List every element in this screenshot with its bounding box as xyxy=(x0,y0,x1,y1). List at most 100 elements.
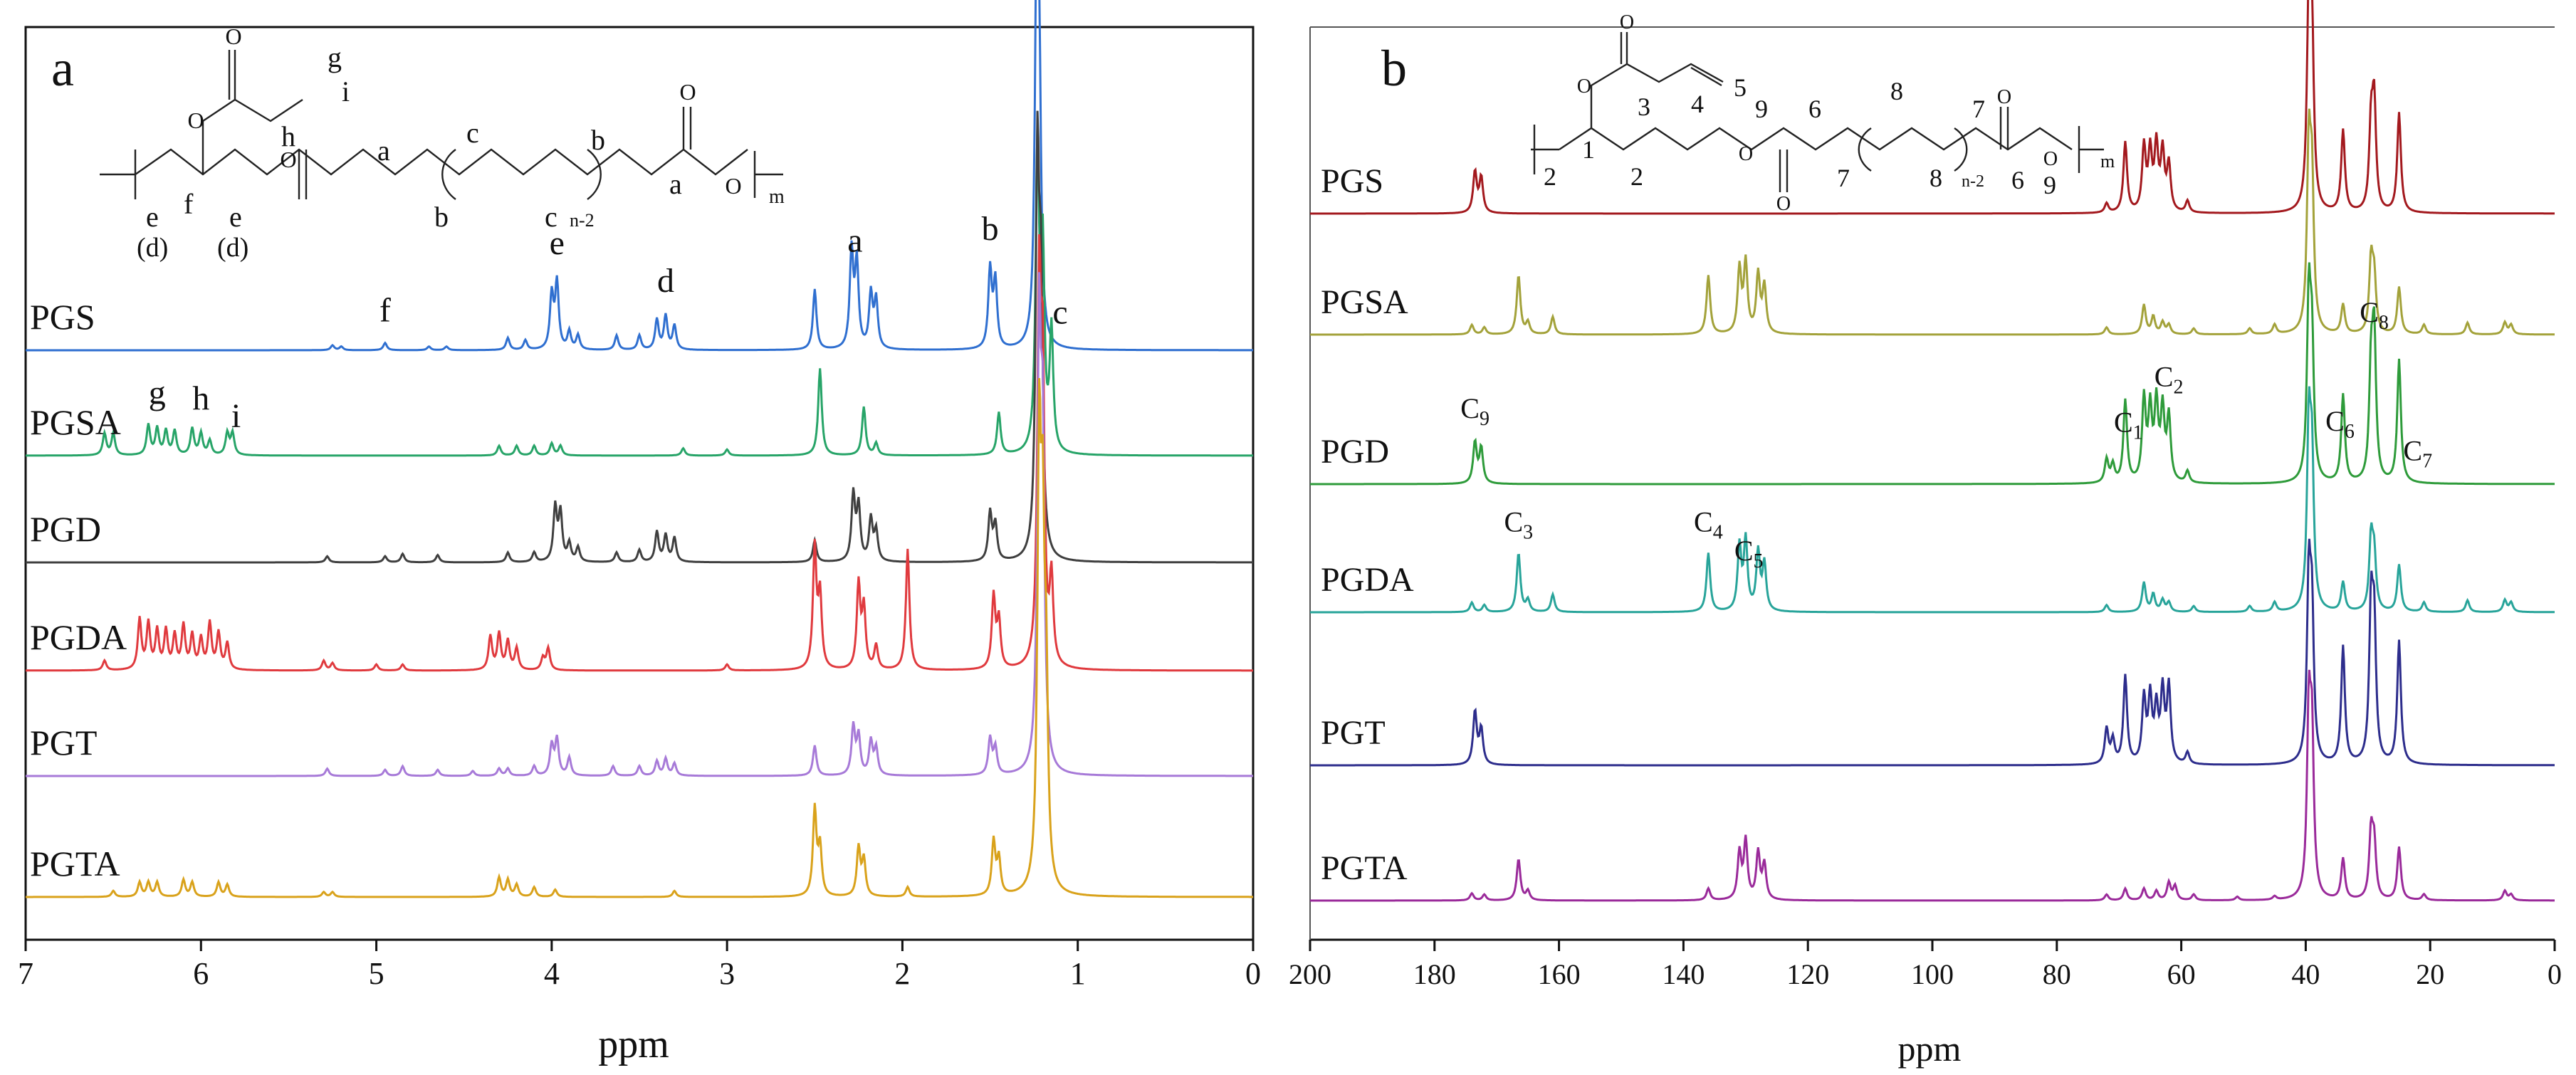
peak-label-subscript: 4 xyxy=(1713,521,1723,543)
x-tick-label: 160 xyxy=(1538,958,1581,990)
struct-b-label-1: 1 xyxy=(1582,135,1595,164)
struct-a-o-carbonyl2: O xyxy=(679,79,696,105)
x-tick-label: 60 xyxy=(2167,958,2196,990)
spectrum-pgta xyxy=(1310,669,2555,902)
spectrum-pgd xyxy=(1310,262,2555,486)
panel-b-13c-nmr: b ppm 200 180 160 140 120 100 80 60 40 20 0 PGSPGS… xyxy=(1289,0,2562,1069)
spectrum-pgs xyxy=(1310,0,2555,215)
struct-a-label-a2: a xyxy=(669,168,682,200)
struct-b-o5: O xyxy=(1997,86,2011,108)
peak-label-b: b xyxy=(982,210,999,248)
struct-b-label-6a: 6 xyxy=(1808,95,1821,123)
x-tick-label: 180 xyxy=(1413,958,1456,990)
series-label-pgda: PGDA xyxy=(30,617,127,657)
series-label-pgta: PGTA xyxy=(1321,849,1408,887)
struct-b-o2: O xyxy=(1577,75,1591,98)
panel-a-xlabel: ppm xyxy=(598,1022,669,1066)
series-label-pgt: PGT xyxy=(30,723,97,762)
peak-label-c3: C3 xyxy=(1504,505,1533,543)
struct-a-label-a1: a xyxy=(377,135,390,167)
panel-a-peak-assignments: f e d a b c g h i xyxy=(149,210,1068,435)
struct-b-sub-m: m xyxy=(2100,151,2115,172)
struct-a-sub-n: n-2 xyxy=(570,210,595,231)
peak-label-i: i xyxy=(231,397,241,435)
panel-a-chemical-structure: O O O O O g i h a c b a b c n-2 m e f e … xyxy=(100,23,785,263)
struct-b-o3: O xyxy=(1739,143,1753,165)
x-tick-label: 7 xyxy=(18,956,33,991)
panel-a-frame xyxy=(24,26,1255,941)
struct-a-o-ester: O xyxy=(187,108,204,133)
peak-label-subscript: 6 xyxy=(2345,421,2355,443)
struct-b-label-7a: 7 xyxy=(1972,95,1985,123)
struct-b-o6: O xyxy=(2043,148,2058,170)
struct-a-label-i: i xyxy=(342,75,350,108)
struct-a-label-d1: (d) xyxy=(137,233,168,263)
panel-a-x-ticks: 7 6 5 4 3 2 1 0 xyxy=(18,940,1261,991)
struct-b-label-7b: 7 xyxy=(1837,164,1850,192)
peak-label-c8: C8 xyxy=(2360,296,2389,334)
struct-a-o-ester2: O xyxy=(280,147,296,172)
struct-b-label-5: 5 xyxy=(1734,73,1747,102)
peak-label-c7: C7 xyxy=(2403,435,2432,473)
struct-a-label-c1: c xyxy=(466,117,479,149)
panel-b-label: b xyxy=(1381,40,1407,97)
peak-label-c: c xyxy=(1052,294,1067,332)
struct-a-label-e2: e xyxy=(229,201,242,233)
x-tick-label: 3 xyxy=(719,956,735,991)
series-label-pgd: PGD xyxy=(1321,433,1389,471)
series-label-pgda: PGDA xyxy=(1321,561,1414,599)
spectrum-pgd xyxy=(26,110,1253,564)
panel-b-spectra: PGS PGSA PGD PGDA PGT PGTA xyxy=(1310,0,2555,902)
peak-label-c4: C4 xyxy=(1694,505,1723,543)
peak-label-c6: C6 xyxy=(2325,405,2355,443)
struct-b-label-2a: 2 xyxy=(1544,162,1556,191)
struct-b-o1: O xyxy=(1620,11,1634,33)
x-tick-label: 0 xyxy=(1245,956,1261,991)
x-tick-label: 0 xyxy=(2548,958,2562,990)
x-tick-label: 40 xyxy=(2291,958,2320,990)
struct-a-label-b1: b xyxy=(434,201,449,233)
x-tick-label: 200 xyxy=(1289,958,1331,990)
struct-b-label-4: 4 xyxy=(1691,90,1704,118)
spectrum-pgsa xyxy=(26,123,1253,457)
series-label-pgt: PGT xyxy=(1321,714,1386,752)
peak-label-subscript: 8 xyxy=(2379,312,2389,334)
spectrum-pgda xyxy=(26,234,1253,672)
struct-a-label-c2: c xyxy=(545,201,557,233)
panel-b-x-ticks: 200 180 160 140 120 100 80 60 40 20 0 xyxy=(1289,940,2562,990)
series-label-pgs: PGS xyxy=(30,297,95,337)
spectrum-pgta xyxy=(26,378,1253,898)
x-tick-label: 5 xyxy=(369,956,384,991)
struct-b-label-6b: 6 xyxy=(2011,166,2024,194)
x-tick-label: 2 xyxy=(894,956,910,991)
peak-label-h: h xyxy=(192,379,209,417)
peak-label-g: g xyxy=(149,374,166,412)
struct-a-o-end: O xyxy=(725,173,741,199)
series-label-pgs: PGS xyxy=(1321,162,1383,200)
peak-label-e: e xyxy=(550,224,565,262)
peak-label-a: a xyxy=(847,221,862,259)
series-label-pgta: PGTA xyxy=(30,844,120,883)
peak-label-subscript: 3 xyxy=(1523,521,1533,543)
peak-label-f: f xyxy=(379,292,391,330)
x-tick-label: 140 xyxy=(1662,958,1705,990)
struct-b-label-9b: 9 xyxy=(2043,171,2056,199)
x-tick-label: 6 xyxy=(193,956,209,991)
peak-label-d: d xyxy=(657,262,674,300)
struct-b-label-8b: 8 xyxy=(1930,164,1942,192)
peak-label-c9: C9 xyxy=(1460,392,1489,430)
spectrum-pgt xyxy=(1310,538,2555,767)
struct-a-sub-m: m xyxy=(769,186,785,208)
struct-a-label-b2: b xyxy=(591,124,605,156)
struct-b-label-3: 3 xyxy=(1638,93,1650,121)
spectrum-pgsa xyxy=(1310,108,2555,336)
peak-label-c2: C2 xyxy=(2154,360,2184,398)
x-tick-label: 80 xyxy=(2043,958,2071,990)
peak-label-subscript: 7 xyxy=(2422,451,2432,473)
struct-a-label-e1: e xyxy=(146,201,159,233)
series-label-pgsa: PGSA xyxy=(1321,283,1408,321)
struct-b-label-2b: 2 xyxy=(1630,162,1643,191)
